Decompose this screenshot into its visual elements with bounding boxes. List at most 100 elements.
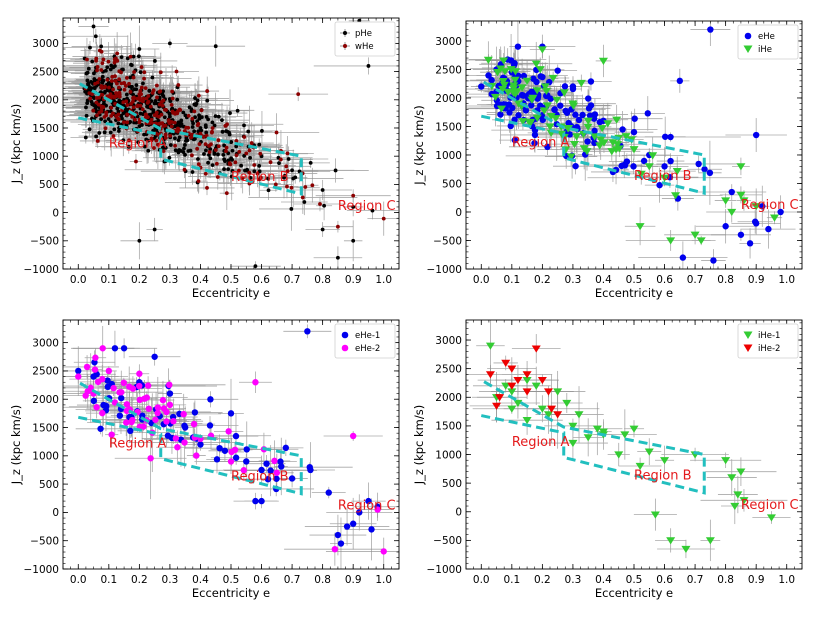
data-point	[204, 125, 208, 130]
data-point	[216, 138, 221, 143]
data-point	[111, 94, 116, 99]
data-point	[145, 100, 150, 105]
data-point	[139, 65, 144, 69]
data-point	[131, 96, 135, 100]
data-point	[282, 444, 290, 452]
data-point	[728, 188, 735, 196]
data-point	[514, 43, 522, 50]
x-tick-label: 1.0	[375, 574, 392, 586]
y-tick-label: 1500	[435, 421, 462, 433]
data-point	[206, 422, 214, 429]
legend-marker	[341, 331, 349, 339]
x-tick-label: 0.2	[131, 274, 148, 286]
data-point	[84, 105, 88, 110]
data-point	[110, 384, 117, 392]
data-point	[611, 146, 621, 154]
data-point	[108, 94, 113, 99]
data-point	[208, 156, 213, 161]
x-tick-label: 0.3	[162, 274, 179, 286]
data-point	[220, 118, 224, 123]
data-point	[156, 114, 161, 119]
region-label: Region A	[109, 436, 167, 451]
data-point	[141, 96, 146, 101]
data-point	[537, 376, 547, 385]
data-point	[583, 434, 593, 442]
data-point	[112, 127, 117, 132]
y-tick-label: 500	[39, 179, 59, 191]
y-tick-label: 0	[52, 207, 59, 219]
x-tick-label: 0.4	[595, 574, 612, 586]
data-point	[203, 142, 208, 147]
data-point	[120, 379, 128, 387]
data-point	[554, 67, 561, 74]
y-axis-label: J_z (kpc km/s)	[412, 105, 426, 185]
data-point	[374, 506, 381, 513]
data-point	[235, 108, 240, 113]
data-point	[193, 452, 200, 459]
legend-marker	[743, 45, 753, 53]
x-tick-label: 0.4	[192, 274, 209, 286]
data-point	[183, 143, 187, 147]
x-tick-label: 0.7	[284, 574, 301, 586]
data-point	[191, 409, 199, 416]
data-point	[174, 69, 179, 74]
y-tick-label: −1000	[23, 264, 59, 276]
data-point	[500, 68, 510, 76]
data-point	[495, 394, 505, 402]
data-point	[273, 182, 278, 187]
data-point	[548, 74, 558, 83]
data-point	[551, 106, 558, 113]
y-axis: −1000 −500 0 500 1000 1500 2000 2500 3000	[426, 322, 802, 576]
data-point	[97, 110, 102, 115]
data-point	[635, 462, 645, 471]
data-point	[95, 65, 100, 69]
data-point	[310, 183, 315, 188]
data-point	[137, 124, 142, 129]
region-label: Region C	[338, 199, 396, 214]
x-tick-label: 0.1	[100, 574, 117, 586]
data-point	[121, 111, 126, 116]
data-point	[644, 110, 651, 117]
data-point	[531, 382, 541, 390]
data-point	[333, 168, 338, 173]
data-point	[157, 121, 162, 126]
data-point	[559, 89, 569, 97]
data-point	[736, 163, 746, 171]
data-point	[562, 399, 572, 408]
data-point	[182, 167, 187, 172]
data-point	[202, 152, 206, 156]
data-point	[583, 123, 593, 131]
data-point	[123, 84, 128, 88]
data-point	[158, 89, 163, 94]
data-point	[252, 169, 257, 174]
data-point	[739, 497, 749, 505]
data-point	[216, 152, 220, 157]
data-point	[221, 152, 226, 157]
data-point	[592, 425, 602, 433]
data-point	[574, 411, 584, 419]
data-point	[667, 133, 674, 141]
data-point	[522, 417, 532, 425]
data-point	[154, 110, 159, 115]
data-point	[224, 145, 229, 150]
data-point	[739, 197, 749, 205]
data-point	[253, 264, 258, 269]
data-point	[216, 114, 221, 119]
data-point	[119, 81, 124, 86]
y-tick-label: −500	[30, 236, 59, 248]
data-point	[621, 162, 629, 169]
data-point	[118, 389, 125, 396]
data-point	[99, 345, 106, 352]
y-tick-label: 2000	[32, 394, 59, 406]
data-point	[134, 87, 139, 92]
data-point	[291, 176, 296, 181]
data-point	[189, 134, 194, 139]
data-point	[337, 540, 345, 547]
data-point	[563, 125, 573, 133]
data-point	[140, 107, 145, 112]
data-point	[106, 82, 110, 87]
data-point	[116, 116, 120, 121]
data-point	[138, 70, 143, 75]
data-point	[190, 116, 195, 121]
series-iHe	[483, 46, 780, 245]
